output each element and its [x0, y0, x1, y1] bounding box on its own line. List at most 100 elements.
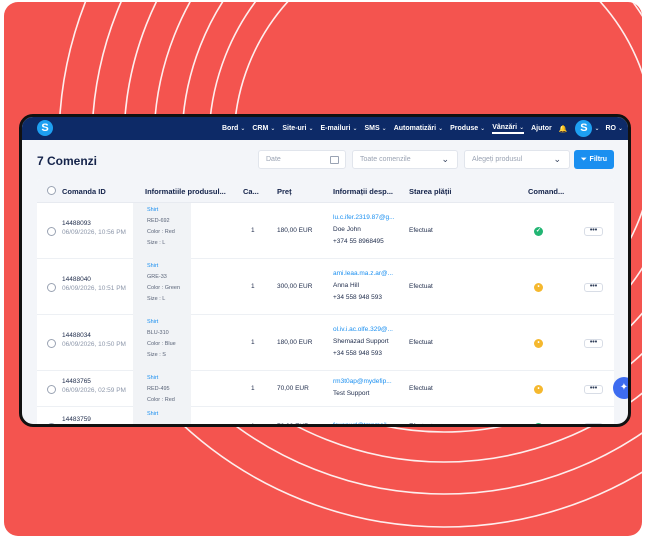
language-switcher[interactable]: RO [605, 125, 616, 132]
nav-item-e-mailuri[interactable]: E-mailuri ⌄ [321, 125, 358, 132]
product-info: Shirt [133, 407, 191, 424]
filter-label: Filtru [589, 156, 608, 163]
col-quantity[interactable]: Ca... [243, 187, 259, 196]
nav-item-label: Site-uri [282, 125, 307, 132]
order-date: 06/09/2026, 10:50 PM [62, 341, 126, 348]
pending-status-icon: • [534, 385, 543, 394]
order-quantity: 1 [251, 339, 255, 346]
chevron-down-icon: ⌄ [441, 154, 449, 164]
order-status-value: Toate comenzile [360, 156, 411, 163]
customer-email-link[interactable]: rm3t0ap@mydefip... [333, 378, 392, 385]
row-actions-button[interactable]: ••• [584, 339, 603, 348]
payment-status: Efectuat [409, 283, 433, 290]
customer-email-link[interactable]: foxenwd@tmpmail... [333, 422, 392, 427]
product-attribute: Color : Red [147, 397, 175, 403]
order-id[interactable]: 14483765 [62, 378, 91, 385]
order-price: 300,00 EUR [277, 283, 313, 290]
customer-email-link[interactable]: lu.c.ifer.2319.87@g... [333, 214, 395, 221]
nav-item-bord[interactable]: Bord ⌄ [222, 125, 245, 132]
order-price: 70,00 EUR [277, 385, 309, 392]
col-payment-status[interactable]: Starea plății [409, 187, 452, 196]
product-info: Shirt RED-692 Color : Red Size : L [133, 203, 191, 259]
product-name-link[interactable]: Shirt [147, 319, 159, 325]
bell-icon[interactable]: 🔔 [558, 125, 568, 133]
filter-button[interactable]: ⏷ Filtru [574, 150, 614, 169]
product-attribute: BLU-310 [147, 330, 169, 336]
product-name-link[interactable]: Shirt [147, 375, 159, 381]
customer-phone: +34 558 948 593 [333, 350, 382, 357]
row-select-radio[interactable] [47, 339, 56, 348]
customer-name: Doe John [333, 226, 361, 233]
nav-item-label: Bord [222, 125, 239, 132]
col-price[interactable]: Preț [277, 187, 292, 196]
order-status-select[interactable]: Toate comenzile ⌄ [352, 150, 458, 169]
payment-status: Efectuat [409, 227, 433, 234]
row-select-radio[interactable] [47, 227, 56, 236]
order-price: 180,00 EUR [277, 339, 313, 346]
customer-email-link[interactable]: ami.leaa.ma.z.ar@... [333, 270, 394, 277]
select-all-radio[interactable] [47, 186, 56, 195]
chevron-down-icon[interactable]: ⌄ [594, 126, 600, 132]
product-select[interactable]: Alegeți produsul ⌄ [464, 150, 570, 169]
product-name-link[interactable]: Shirt [147, 207, 159, 213]
customer-name: Shemazad Support [333, 338, 389, 345]
customer-name: Anna Hill [333, 282, 360, 289]
col-customer-info[interactable]: Informații desp... [333, 187, 394, 196]
order-id[interactable]: 14483759 [62, 416, 91, 423]
row-actions-button[interactable]: ••• [584, 385, 603, 394]
orders-table: Comanda ID Informatiile produsul... Ca..… [37, 179, 614, 427]
date-filter-input[interactable]: Date [258, 150, 346, 169]
table-row[interactable]: 14488040 06/09/2026, 10:51 PM Shirt GRE-33 C… [37, 259, 614, 315]
col-product-info[interactable]: Informatiile produsul... [145, 187, 226, 196]
chevron-down-icon: ⌄ [480, 126, 486, 132]
chevron-down-icon: ⌄ [352, 126, 358, 132]
customer-name: Test Support [333, 390, 370, 397]
order-date: 06/09/2026, 02:59 PM [62, 387, 126, 394]
payment-status: Efectuat [409, 385, 433, 392]
assistant-fab[interactable]: ✦ [613, 377, 629, 399]
nav-item-automatizări[interactable]: Automatizări ⌄ [394, 125, 443, 132]
order-id[interactable]: 14488040 [62, 276, 91, 283]
table-row[interactable]: 14488034 06/09/2026, 10:50 PM Shirt BLU-310… [37, 315, 614, 371]
product-name-link[interactable]: Shirt [147, 263, 159, 269]
table-row[interactable]: 14483765 06/09/2026, 02:59 PM Shirt RED-495… [37, 371, 614, 414]
row-select-radio[interactable] [47, 423, 56, 424]
row-actions-button[interactable]: ••• [584, 283, 603, 292]
account-avatar[interactable]: S [575, 120, 593, 137]
nav-item-sms[interactable]: SMS ⌄ [365, 125, 387, 132]
row-select-radio[interactable] [47, 385, 56, 394]
nav-item-crm[interactable]: CRM ⌄ [252, 125, 275, 132]
chevron-down-icon: ⌄ [519, 124, 525, 131]
nav-item-label: Produse [450, 125, 479, 132]
product-attribute: Size : L [147, 296, 166, 302]
nav-item-ajutor[interactable]: Ajutor [531, 125, 552, 132]
product-attribute: Size : S [147, 352, 166, 358]
chevron-down-icon[interactable]: ⌄ [617, 126, 624, 132]
app-logo[interactable]: S [37, 120, 53, 136]
product-name-link[interactable]: Shirt [147, 411, 159, 417]
row-select-radio[interactable] [47, 283, 56, 292]
order-id[interactable]: 14488034 [62, 332, 91, 339]
product-info: Shirt BLU-310 Color : Blue Size : S [133, 315, 191, 371]
table-row[interactable]: 14488093 06/09/2026, 10:56 PM Shirt RED-692… [37, 203, 614, 259]
sparkle-icon: ✦ [619, 382, 629, 393]
nav-item-produse[interactable]: Produse ⌄ [450, 125, 485, 132]
col-order-status[interactable]: Comand... [528, 187, 565, 196]
nav-item-label: Vânzări [492, 123, 518, 131]
row-actions-button[interactable]: ••• [584, 227, 603, 236]
customer-phone: +374 55 8968495 [333, 238, 384, 245]
row-actions-button[interactable]: ••• [584, 423, 603, 424]
nav-item-label: CRM [252, 125, 269, 132]
customer-email-link[interactable]: ol.iv.i.ac.olfe.329@... [333, 326, 393, 333]
col-order-id[interactable]: Comanda ID [62, 187, 106, 196]
nav-item-vânzări[interactable]: Vânzări ⌄ [492, 123, 525, 134]
order-id[interactable]: 14488093 [62, 220, 91, 227]
table-row[interactable]: 14483759 Shirt 1 70,00 EUR foxenwd@tmpmail..… [37, 407, 614, 427]
chevron-down-icon: ⌄ [308, 126, 314, 132]
background-stage: S Bord ⌄ CRM ⌄ Site-uri ⌄ E-mailuri ⌄ SMS ⌄ Automa… [4, 2, 642, 536]
payment-status: Efectuat [409, 339, 433, 346]
nav-item-site-uri[interactable]: Site-uri ⌄ [282, 125, 313, 132]
chevron-down-icon: ⌄ [270, 126, 276, 132]
customer-phone: +34 558 948 593 [333, 294, 382, 301]
